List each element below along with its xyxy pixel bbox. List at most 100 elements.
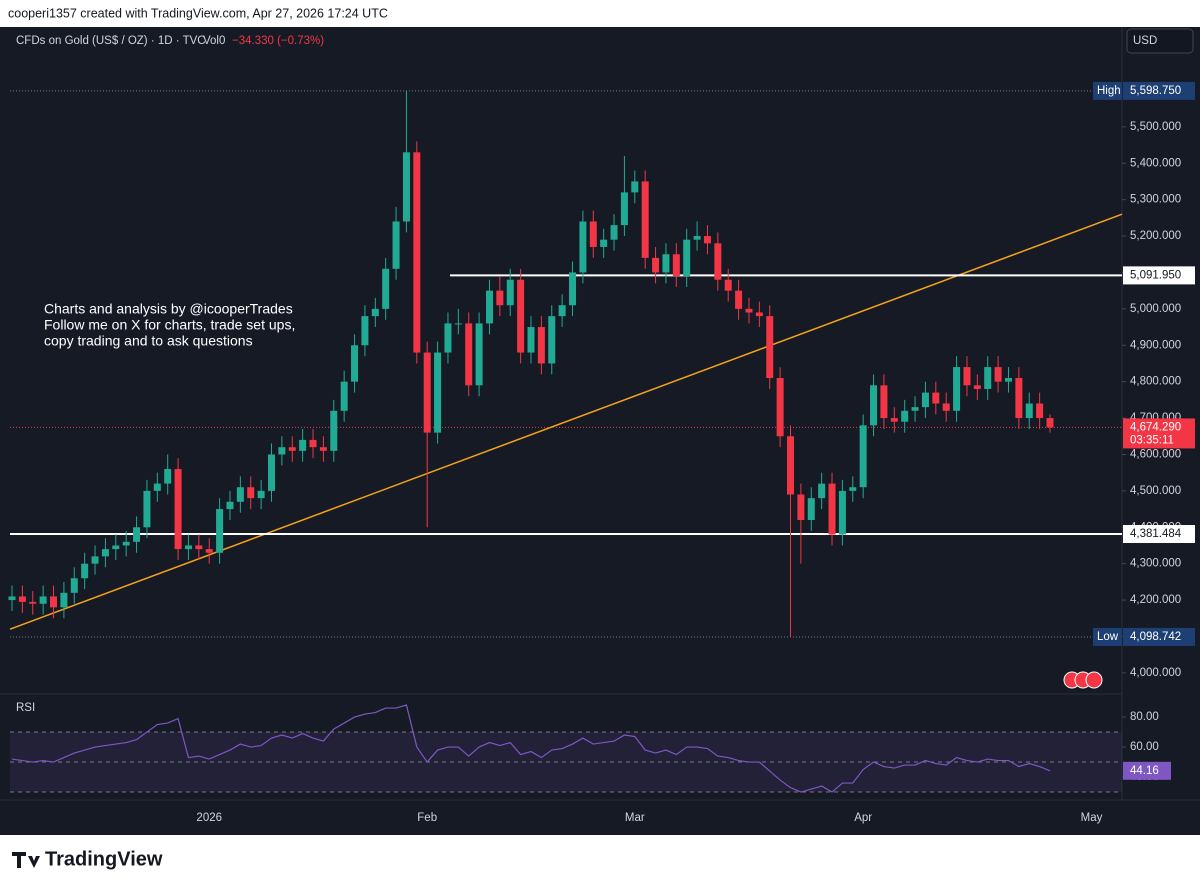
candle-body <box>776 378 784 437</box>
candle-body <box>724 279 732 291</box>
candle-body <box>434 352 442 433</box>
candle-body <box>444 323 452 353</box>
candle-body <box>319 447 327 451</box>
rsi-tick-label: 60.00 <box>1130 741 1159 753</box>
candle-body <box>351 345 359 382</box>
extreme-value: 5,598.750 <box>1130 85 1181 97</box>
y-tick-label: 4,900.000 <box>1130 339 1181 351</box>
candle-body <box>122 541 130 546</box>
candle-body <box>112 545 120 550</box>
badge <box>1085 671 1103 689</box>
candle-body <box>268 454 275 491</box>
candle-body <box>465 323 473 386</box>
logo-mark <box>12 852 40 868</box>
candle-body <box>569 272 577 306</box>
candle-body <box>153 483 161 491</box>
y-tick-label: 5,500.000 <box>1130 121 1181 133</box>
candle-body <box>662 254 670 273</box>
candle-body <box>693 236 701 240</box>
x-tick-label: Mar <box>625 812 645 824</box>
candle-body <box>195 545 203 550</box>
candle-body <box>1046 418 1054 428</box>
candle-body <box>174 469 182 550</box>
x-tick-label: May <box>1081 812 1103 824</box>
candle-body <box>641 181 649 258</box>
candle-body <box>299 439 307 451</box>
y-tick-label: 4,500.000 <box>1130 485 1181 497</box>
symbol: CFDs on Gold (US$ / OZ) · 1D · TVC <box>16 35 206 47</box>
candle-body <box>164 469 172 484</box>
candle-body <box>475 323 483 386</box>
candle-body <box>766 316 774 379</box>
annotation-line: Follow me on X for charts, trade set ups… <box>44 317 295 333</box>
y-tick-label: 4,800.000 <box>1130 376 1181 388</box>
extreme-value: 4,098.742 <box>1130 631 1181 643</box>
credit: cooperi1357 created with TradingView.com… <box>8 6 388 20</box>
candle-body <box>143 490 151 528</box>
candle-body <box>579 221 587 273</box>
event-badges <box>1063 671 1103 689</box>
candle-body <box>496 290 504 306</box>
top-bar <box>0 0 1200 27</box>
y-tick-label: 4,300.000 <box>1130 558 1181 570</box>
candle-body <box>257 490 265 499</box>
extreme-name: High <box>1097 85 1121 97</box>
candle-body <box>506 279 514 306</box>
candle-body <box>631 181 639 193</box>
x-tick-label: Feb <box>417 812 437 824</box>
candle-body <box>8 596 16 601</box>
candle-body <box>911 407 919 411</box>
level-label: 4,381.484 <box>1130 528 1182 540</box>
candle-body <box>392 221 400 269</box>
extreme-value-box <box>1123 81 1195 100</box>
y-tick-label: 5,200.000 <box>1130 230 1181 242</box>
candle-body <box>18 596 26 602</box>
candle-body <box>589 221 597 247</box>
candle-body <box>517 279 525 353</box>
rsi-value-box <box>1123 761 1171 780</box>
level-box <box>1123 525 1195 544</box>
x-tick-label: Apr <box>854 812 872 824</box>
candle-body <box>870 385 878 426</box>
candle-body <box>60 592 68 608</box>
candle-body <box>1036 403 1044 419</box>
currency[interactable]: USD <box>1133 35 1157 47</box>
candle-body <box>600 239 608 247</box>
candle-body <box>361 316 369 346</box>
candle-body <box>735 290 743 309</box>
candle-body <box>91 556 99 564</box>
candle-body <box>50 596 58 608</box>
candle-body <box>610 225 618 240</box>
annotation-line: Charts and analysis by @icooperTrades <box>44 301 293 317</box>
trendline <box>9 213 1123 630</box>
footer <box>0 835 1200 888</box>
candle-body <box>454 323 462 325</box>
extreme-name: Low <box>1097 631 1119 643</box>
last-price-box <box>1123 418 1195 449</box>
level-box <box>1123 266 1195 285</box>
candle-body <box>818 483 826 499</box>
currency-button[interactable] <box>1126 28 1194 54</box>
candle-body <box>953 367 961 411</box>
candle-body <box>330 410 338 451</box>
candle-body <box>548 316 556 364</box>
candle-body <box>39 596 47 604</box>
candle-body <box>226 501 234 510</box>
candle-body <box>849 487 857 491</box>
candle-body <box>890 418 898 422</box>
candle-body <box>714 243 722 280</box>
y-tick-label: 4,200.000 <box>1130 594 1181 606</box>
y-tick-label: 4,600.000 <box>1130 448 1181 460</box>
candle-body <box>901 410 909 422</box>
candle-body <box>652 257 660 273</box>
extreme-name-box <box>1093 627 1122 646</box>
candle-body <box>1025 403 1033 419</box>
candle-body <box>672 254 680 277</box>
rsi-line <box>11 704 1051 793</box>
candle-body <box>247 487 255 499</box>
candle-body <box>1004 378 1012 382</box>
x-tick-label: 2026 <box>196 812 222 824</box>
candle-body <box>921 392 929 408</box>
